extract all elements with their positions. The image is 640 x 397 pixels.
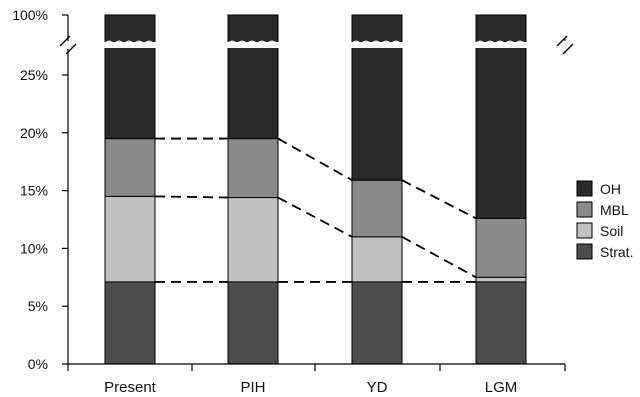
legend-swatch <box>576 222 593 239</box>
connector-line <box>401 236 477 279</box>
legend: OH MBL Soil Strat. <box>576 180 633 260</box>
legend-label: Soil <box>600 223 623 239</box>
bar-segment-strat <box>351 281 403 365</box>
break-zigzag <box>350 40 402 44</box>
bar-segment-soil <box>351 236 403 283</box>
bar-segment-mbl <box>475 217 527 278</box>
x-category-label: LGM <box>485 379 518 396</box>
break-zigzag <box>474 40 526 44</box>
break-zigzag <box>226 40 278 44</box>
x-category-label: YD <box>367 379 388 396</box>
y-tick-label: 25% <box>20 67 48 83</box>
y-tick-label: 15% <box>20 183 48 199</box>
connector-line <box>401 179 477 220</box>
y-tick-label: 20% <box>20 125 48 141</box>
connector-line <box>154 195 229 199</box>
bar-segment-soil <box>104 195 156 283</box>
bar-segment-mbl <box>104 138 156 197</box>
y-tick-label: 100% <box>12 7 48 23</box>
y-tick-label: 5% <box>28 298 48 314</box>
bar-segment-oh <box>104 14 156 140</box>
break-zigzag <box>103 40 155 44</box>
connector-line <box>277 137 353 181</box>
axis-break-marks <box>59 35 574 55</box>
break-zigzag <box>226 44 278 48</box>
bar-segment-oh <box>227 14 279 140</box>
axis-break-slash <box>65 43 77 55</box>
y-tick-label: 0% <box>28 356 48 372</box>
break-zigzag <box>474 44 526 48</box>
x-axis: Present PIH YD LGM <box>67 363 566 396</box>
legend-label: MBL <box>600 202 629 218</box>
bar-segment-strat <box>475 281 527 365</box>
bar-segment-soil <box>475 276 527 283</box>
axis-break-slash <box>556 35 568 47</box>
axis-break-slash <box>59 35 71 47</box>
bar-segment-strat <box>104 281 156 365</box>
y-axis: 0% 5% 10% 15% 20% 25% 100% <box>12 7 69 372</box>
axis-break-gap <box>560 41 570 49</box>
bar-segment-soil <box>227 197 279 283</box>
connector-line <box>277 196 353 238</box>
break-zigzag <box>350 44 402 48</box>
bar-segment-oh <box>475 14 527 219</box>
bar-segment-strat <box>227 281 279 365</box>
x-category-label: Present <box>104 379 157 396</box>
x-category-label: PIH <box>240 379 265 396</box>
axis-break-gap <box>63 41 73 49</box>
legend-swatch <box>576 180 593 197</box>
connector-lines <box>154 137 477 283</box>
legend-label: Strat. <box>600 244 633 260</box>
legend-label: OH <box>600 181 621 197</box>
legend-swatch <box>576 201 593 218</box>
break-zigzag <box>103 44 155 48</box>
legend-swatch <box>576 243 593 260</box>
bar-segment-mbl <box>227 138 279 199</box>
bars-layer <box>104 14 527 365</box>
axis-break-slash <box>562 43 574 55</box>
y-tick-label: 10% <box>20 240 48 256</box>
bar-segment-oh <box>351 14 403 181</box>
bar-segment-mbl <box>351 179 403 238</box>
